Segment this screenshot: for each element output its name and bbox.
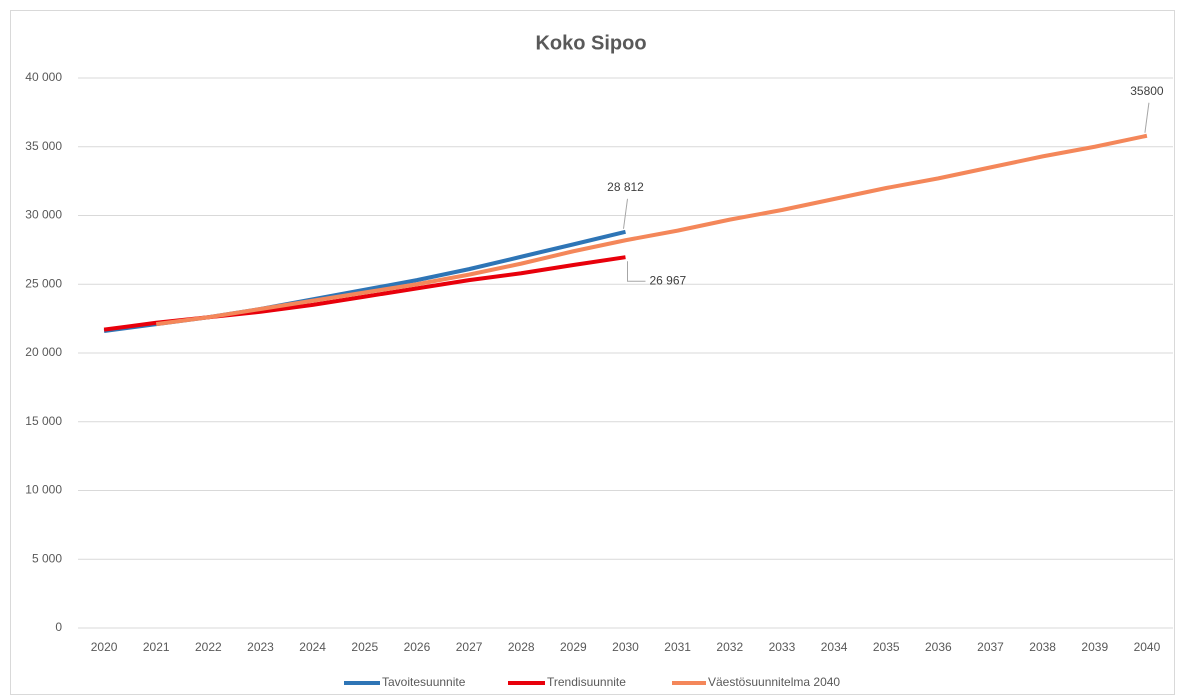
label-leader xyxy=(623,198,628,229)
y-tick-label: 5 000 xyxy=(32,551,62,565)
x-tick-label: 2022 xyxy=(195,640,222,654)
data-label: 28 812 xyxy=(607,180,644,194)
x-tick-label: 2036 xyxy=(925,640,952,654)
data-label: 35800 xyxy=(1130,84,1164,98)
legend-label: Trendisuunnite xyxy=(547,675,626,689)
x-tick-label: 2032 xyxy=(716,640,743,654)
x-tick-label: 2023 xyxy=(247,640,274,654)
x-tick-label: 2021 xyxy=(143,640,170,654)
x-tick-label: 2027 xyxy=(456,640,483,654)
x-tick-label: 2029 xyxy=(560,640,587,654)
y-tick-label: 0 xyxy=(55,620,62,634)
legend-label: Väestösuunnitelma 2040 xyxy=(708,675,840,689)
y-tick-label: 35 000 xyxy=(25,139,62,153)
data-label: 26 967 xyxy=(650,273,687,287)
x-tick-label: 2026 xyxy=(404,640,431,654)
x-tick-label: 2040 xyxy=(1134,640,1161,654)
x-tick-label: 2031 xyxy=(664,640,691,654)
legend-label: Tavoitesuunnite xyxy=(382,675,466,689)
x-tick-label: 2034 xyxy=(821,640,848,654)
x-tick-label: 2020 xyxy=(91,640,118,654)
x-tick-label: 2025 xyxy=(351,640,378,654)
chart-title: Koko Sipoo xyxy=(535,32,646,54)
y-tick-label: 25 000 xyxy=(25,276,62,290)
series-line xyxy=(155,133,1148,327)
y-tick-label: 40 000 xyxy=(25,70,62,84)
y-tick-label: 10 000 xyxy=(25,483,62,497)
x-tick-label: 2038 xyxy=(1029,640,1056,654)
label-leader xyxy=(627,261,646,282)
label-leader xyxy=(1144,102,1150,133)
x-tick-label: 2037 xyxy=(977,640,1004,654)
x-tick-label: 2024 xyxy=(299,640,326,654)
x-tick-label: 2030 xyxy=(612,640,639,654)
x-tick-label: 2039 xyxy=(1081,640,1108,654)
x-tick-label: 2028 xyxy=(508,640,535,654)
y-tick-label: 15 000 xyxy=(25,414,62,428)
y-tick-label: 30 000 xyxy=(25,208,62,222)
x-tick-label: 2035 xyxy=(873,640,900,654)
x-tick-label: 2033 xyxy=(769,640,796,654)
y-tick-label: 20 000 xyxy=(25,345,62,359)
